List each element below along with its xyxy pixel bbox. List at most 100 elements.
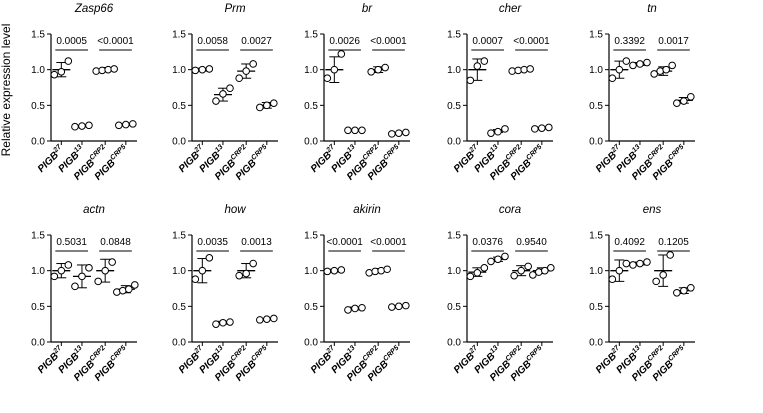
data-point — [608, 275, 617, 284]
x-tick-label-sup: CRP5 — [525, 345, 543, 363]
data-point — [487, 257, 495, 266]
data-point — [510, 271, 518, 280]
y-tick-label: 0.0 — [172, 137, 186, 148]
data-point — [337, 266, 346, 274]
y-tick-label: 0.5 — [304, 302, 318, 313]
panel-title: actn — [83, 204, 105, 216]
data-point — [71, 282, 79, 291]
data-point — [673, 288, 681, 297]
x-tick-label-sup: CRP5 — [250, 144, 268, 162]
y-tick-label: 0.5 — [589, 101, 603, 112]
x-tick-label-sup: 27 — [193, 143, 205, 155]
p-value-label: 0.0376 — [472, 237, 503, 248]
panel-how: how0.00.51.01.5PIGB27PIGB13PIGBCRP2PIGBC… — [172, 204, 278, 384]
data-point — [212, 320, 220, 328]
x-tick-label-sup: CRP5 — [250, 345, 268, 363]
x-tick-label-sup: 27 — [468, 143, 480, 155]
data-point — [501, 125, 509, 133]
data-point — [191, 66, 200, 75]
p-value-label: 0.9540 — [516, 237, 547, 248]
x-tick-label-sup: 27 — [52, 143, 64, 155]
data-point — [615, 65, 624, 74]
data-point — [78, 272, 86, 281]
x-tick-label-sup: CRP2 — [230, 345, 248, 363]
panel-actn: actn0.00.51.01.5PIGB27PIGB13PIGBCRP2PIGB… — [31, 204, 139, 384]
p-value-label: <0.0001 — [97, 36, 134, 47]
data-point — [650, 70, 658, 78]
data-point — [344, 126, 352, 135]
y-tick-label: 1.5 — [447, 30, 461, 41]
p-value-label: 0.0848 — [100, 237, 131, 248]
data-point — [219, 90, 227, 98]
data-point — [249, 60, 257, 68]
panel-title: cher — [499, 3, 523, 15]
data-point — [395, 302, 403, 311]
data-point — [629, 61, 637, 70]
data-point — [367, 68, 375, 76]
data-point — [480, 57, 489, 65]
y-tick-label: 1.5 — [172, 231, 186, 242]
data-point — [538, 124, 546, 132]
p-value-label: <0.0001 — [370, 237, 407, 248]
panel-title: br — [362, 3, 373, 15]
data-point — [323, 74, 332, 83]
data-point — [205, 254, 214, 262]
y-tick-label: 1.0 — [447, 266, 461, 277]
data-point — [494, 255, 502, 264]
y-tick-label: 1.5 — [304, 231, 318, 242]
panel-Prm: Prm0.00.51.01.5PIGB27PIGB13PIGBCRP2PIGBC… — [172, 3, 278, 183]
data-point — [198, 65, 207, 74]
data-point — [541, 266, 549, 275]
x-tick-label-sup: 27 — [325, 143, 337, 155]
data-point — [487, 129, 495, 137]
data-point — [198, 266, 207, 275]
y-tick-label: 0.0 — [447, 338, 461, 349]
data-point — [263, 101, 271, 110]
data-point — [668, 61, 676, 70]
x-tick-label-sup: 27 — [52, 344, 64, 356]
data-point — [101, 266, 109, 275]
y-tick-label: 0.0 — [304, 338, 318, 349]
y-tick-label: 1.5 — [589, 30, 603, 41]
data-point — [687, 92, 695, 101]
panel-akirin: akirin0.00.51.01.5PIGB27PIGB13PIGBCRP2PI… — [304, 204, 410, 384]
x-tick-label-sup: CRP2 — [505, 345, 523, 363]
x-tick-label-sup: CRP5 — [382, 345, 400, 363]
x-tick-label-sup: 27 — [610, 143, 622, 155]
panel-title: Zasp66 — [74, 3, 114, 15]
y-tick-label: 1.5 — [172, 30, 186, 41]
data-point — [636, 259, 644, 268]
x-tick-label-sup: 13 — [346, 345, 357, 356]
y-tick-label: 0.5 — [589, 302, 603, 313]
data-point — [212, 97, 220, 105]
data-point — [115, 121, 123, 130]
p-value-label: <0.0001 — [513, 36, 550, 47]
data-point — [388, 303, 396, 311]
data-point — [673, 99, 681, 107]
y-tick-label: 0.5 — [304, 101, 318, 112]
data-point — [666, 251, 674, 259]
data-point — [270, 314, 278, 323]
data-point — [226, 318, 234, 326]
data-point — [110, 65, 118, 73]
data-point — [622, 259, 631, 268]
y-tick-label: 1.0 — [447, 65, 461, 76]
panel-cher: cher0.00.51.01.5PIGB27PIGB13PIGBCRP2PIGB… — [447, 3, 553, 183]
y-tick-label: 1.5 — [447, 231, 461, 242]
y-tick-label: 0.0 — [304, 137, 318, 148]
p-value-label: 0.0058 — [197, 36, 228, 47]
data-point — [608, 74, 617, 83]
panel-title: Prm — [224, 3, 246, 15]
data-point — [662, 65, 670, 74]
data-point — [680, 97, 688, 105]
y-tick-label: 1.0 — [172, 65, 186, 76]
data-point — [531, 125, 539, 133]
panel-title: ens — [643, 204, 662, 216]
data-point — [249, 259, 257, 268]
p-value-label: 0.4092 — [614, 237, 645, 248]
data-point — [219, 318, 227, 327]
data-point — [545, 123, 553, 132]
data-point — [57, 68, 66, 76]
